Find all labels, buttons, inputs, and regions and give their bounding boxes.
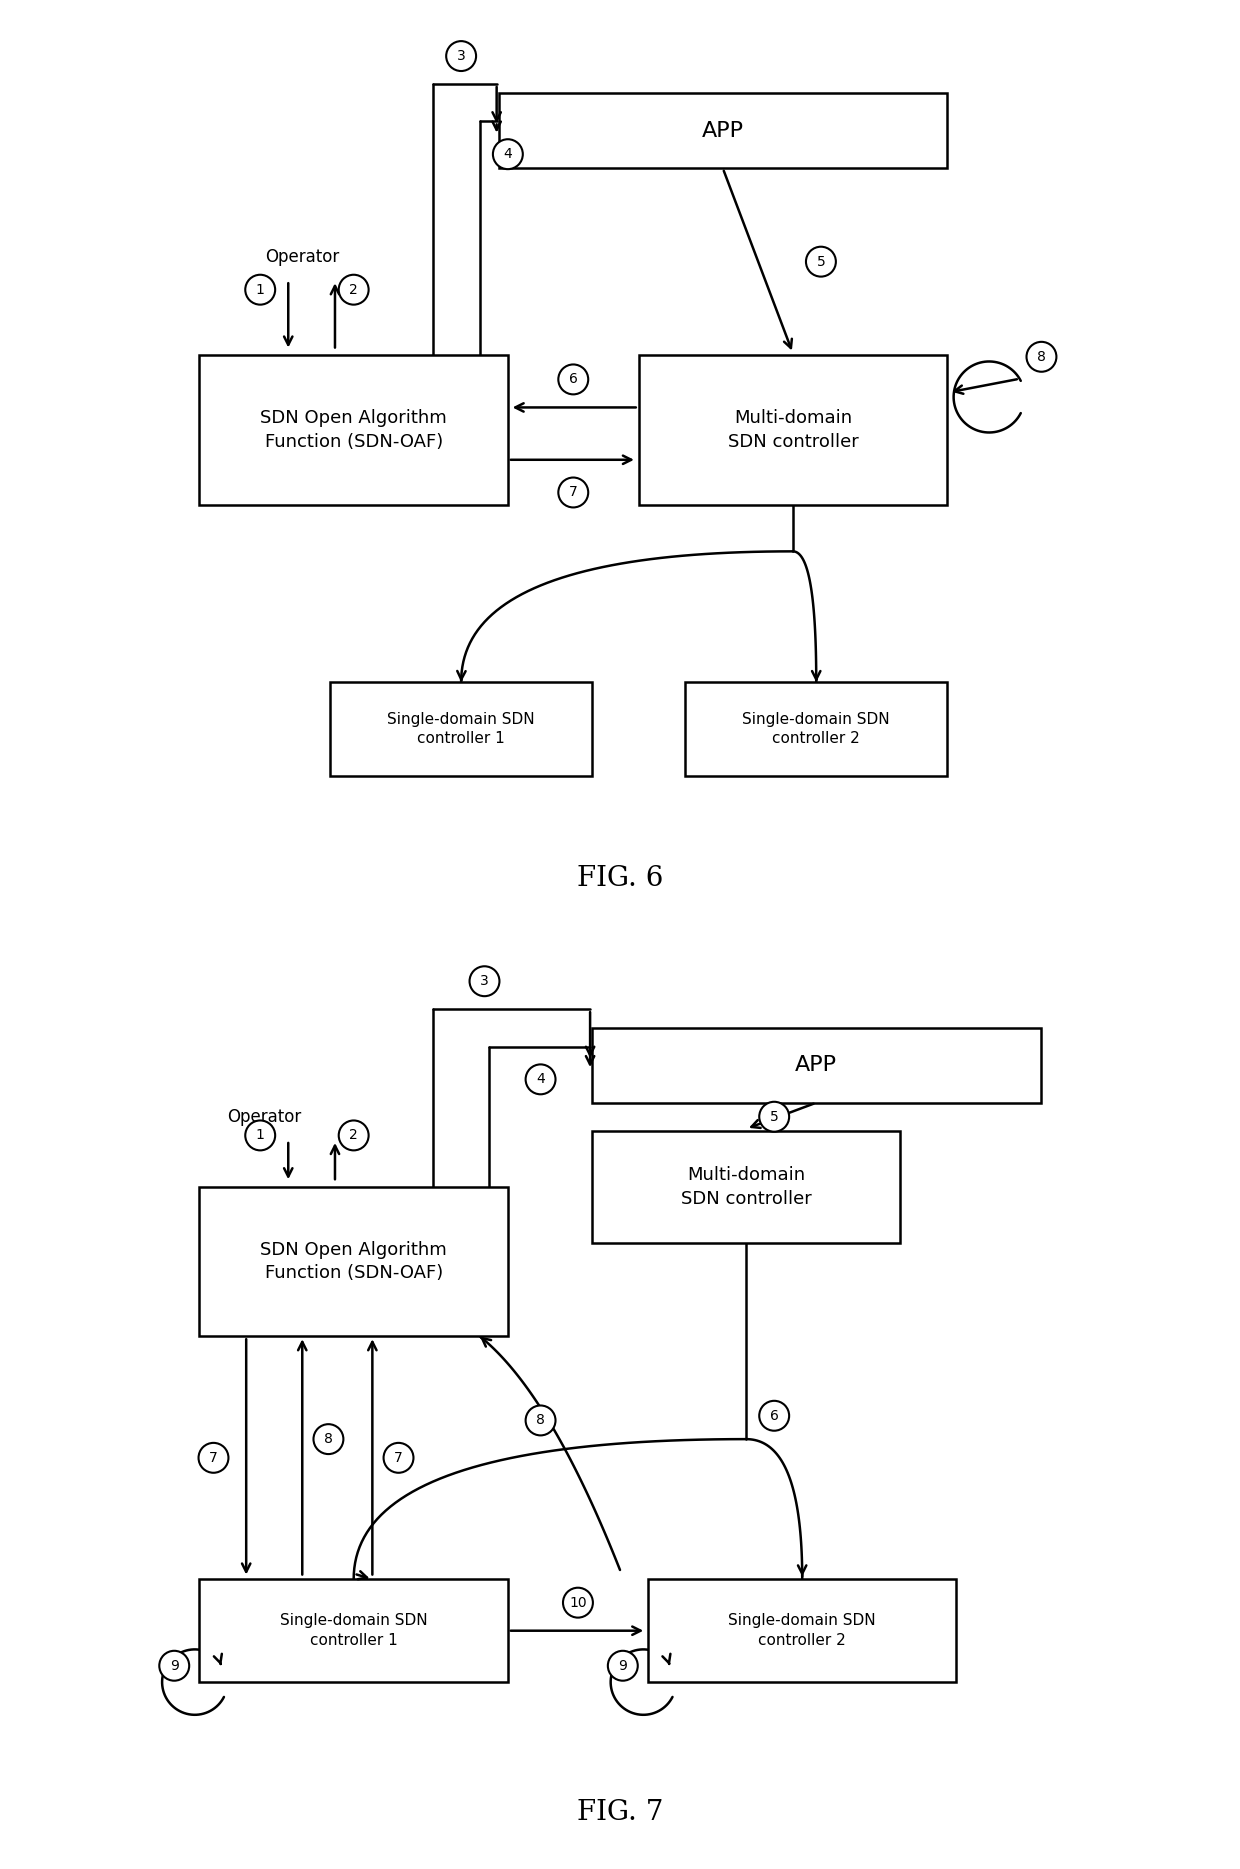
- Text: 5: 5: [817, 254, 826, 269]
- Text: APP: APP: [702, 121, 744, 140]
- Text: Single-domain SDN
controller 1: Single-domain SDN controller 1: [387, 712, 534, 746]
- Text: 9: 9: [170, 1660, 179, 1673]
- Circle shape: [759, 1402, 789, 1432]
- Bar: [330, 682, 591, 776]
- Text: Single-domain SDN
controller 2: Single-domain SDN controller 2: [743, 712, 890, 746]
- Text: 6: 6: [569, 372, 578, 387]
- Bar: [591, 1028, 1040, 1103]
- Text: 8: 8: [1037, 350, 1045, 364]
- Text: 9: 9: [619, 1660, 627, 1673]
- Circle shape: [446, 41, 476, 71]
- Text: 4: 4: [503, 148, 512, 161]
- Bar: [498, 93, 947, 168]
- Circle shape: [159, 1650, 190, 1680]
- Text: FIG. 6: FIG. 6: [577, 865, 663, 892]
- Text: Multi-domain
SDN controller: Multi-domain SDN controller: [728, 409, 858, 450]
- Text: APP: APP: [795, 1056, 837, 1075]
- Text: Single-domain SDN
controller 1: Single-domain SDN controller 1: [280, 1613, 428, 1648]
- Circle shape: [198, 1443, 228, 1473]
- Circle shape: [339, 1120, 368, 1149]
- Text: 2: 2: [350, 1129, 358, 1142]
- Text: 10: 10: [569, 1596, 587, 1609]
- Bar: [591, 1131, 900, 1243]
- Text: Single-domain SDN
controller 2: Single-domain SDN controller 2: [728, 1613, 875, 1648]
- Circle shape: [314, 1424, 343, 1454]
- Text: 3: 3: [456, 49, 465, 64]
- Circle shape: [563, 1589, 593, 1617]
- Text: 3: 3: [480, 974, 489, 989]
- Text: 8: 8: [324, 1432, 332, 1447]
- Text: SDN Open Algorithm
Function (SDN-OAF): SDN Open Algorithm Function (SDN-OAF): [260, 1241, 448, 1282]
- Circle shape: [526, 1063, 556, 1095]
- Text: 8: 8: [536, 1413, 546, 1428]
- Text: Operator: Operator: [265, 249, 339, 265]
- Bar: [639, 355, 947, 505]
- Text: Multi-domain
SDN controller: Multi-domain SDN controller: [681, 1166, 811, 1207]
- Text: 2: 2: [350, 282, 358, 297]
- Circle shape: [759, 1103, 789, 1133]
- Circle shape: [246, 1120, 275, 1149]
- Text: FIG. 7: FIG. 7: [577, 1800, 663, 1826]
- Text: 1: 1: [255, 282, 264, 297]
- Text: 7: 7: [569, 486, 578, 499]
- Text: 1: 1: [255, 1129, 264, 1142]
- Circle shape: [383, 1443, 413, 1473]
- Bar: [200, 1187, 508, 1336]
- Text: 7: 7: [210, 1450, 218, 1465]
- Bar: [649, 1579, 956, 1682]
- Circle shape: [526, 1405, 556, 1435]
- Bar: [686, 682, 947, 776]
- Circle shape: [558, 364, 588, 394]
- Circle shape: [494, 138, 523, 168]
- Text: 6: 6: [770, 1409, 779, 1422]
- Circle shape: [470, 966, 500, 996]
- Circle shape: [608, 1650, 637, 1680]
- Circle shape: [1027, 342, 1056, 372]
- Circle shape: [806, 247, 836, 277]
- Text: 7: 7: [394, 1450, 403, 1465]
- Text: 4: 4: [536, 1073, 544, 1086]
- Text: 5: 5: [770, 1110, 779, 1123]
- Text: Operator: Operator: [227, 1108, 301, 1125]
- Text: SDN Open Algorithm
Function (SDN-OAF): SDN Open Algorithm Function (SDN-OAF): [260, 409, 448, 450]
- Circle shape: [339, 275, 368, 305]
- Bar: [200, 1579, 508, 1682]
- Circle shape: [558, 477, 588, 508]
- Circle shape: [246, 275, 275, 305]
- Bar: [200, 355, 508, 505]
